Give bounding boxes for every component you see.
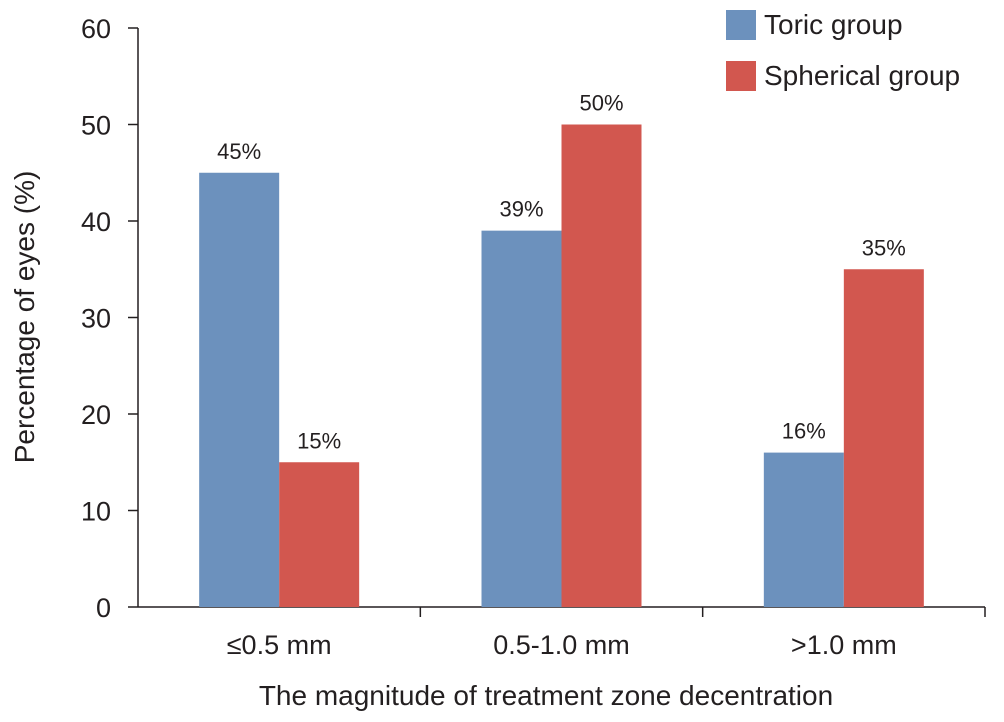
bar — [561, 124, 642, 607]
y-tick-label: 20 — [81, 400, 111, 430]
y-tick-label: 0 — [96, 593, 111, 623]
data-label: 39% — [499, 197, 543, 222]
y-tick-label: 40 — [81, 207, 111, 237]
y-tick-label: 50 — [81, 111, 111, 141]
y-tick-label: 10 — [81, 497, 111, 527]
data-label: 50% — [579, 91, 623, 116]
x-tick-label: ≤0.5 mm — [227, 630, 332, 660]
data-label: 35% — [862, 235, 906, 260]
x-axis-title: The magnitude of treatment zone decentra… — [259, 680, 833, 711]
legend-swatch — [726, 10, 756, 40]
legend: Toric group Spherical group — [726, 9, 960, 91]
bar — [763, 452, 844, 607]
bar — [843, 269, 924, 607]
y-axis-title: Percentage of eyes (%) — [9, 171, 40, 464]
data-label: 45% — [217, 139, 261, 164]
bars — [199, 124, 924, 607]
data-label: 16% — [782, 419, 826, 444]
bar — [199, 172, 280, 607]
legend-label: Spherical group — [764, 60, 960, 91]
data-label: 15% — [297, 428, 341, 453]
legend-swatch — [726, 61, 756, 91]
data-labels: 45% 39% 16% 15% 50% 35% — [217, 91, 906, 454]
x-tick-label: >1.0 mm — [791, 630, 897, 660]
y-tick-label: 30 — [81, 304, 111, 334]
x-tick-label: 0.5-1.0 mm — [493, 630, 630, 660]
x-axis: ≤0.5 mm 0.5-1.0 mm >1.0 mm — [138, 606, 986, 660]
bar — [279, 462, 360, 607]
legend-label: Toric group — [764, 9, 903, 40]
y-tick-label: 60 — [81, 14, 111, 44]
bar — [481, 230, 562, 607]
y-axis: 0 10 20 30 40 50 60 — [81, 14, 139, 623]
